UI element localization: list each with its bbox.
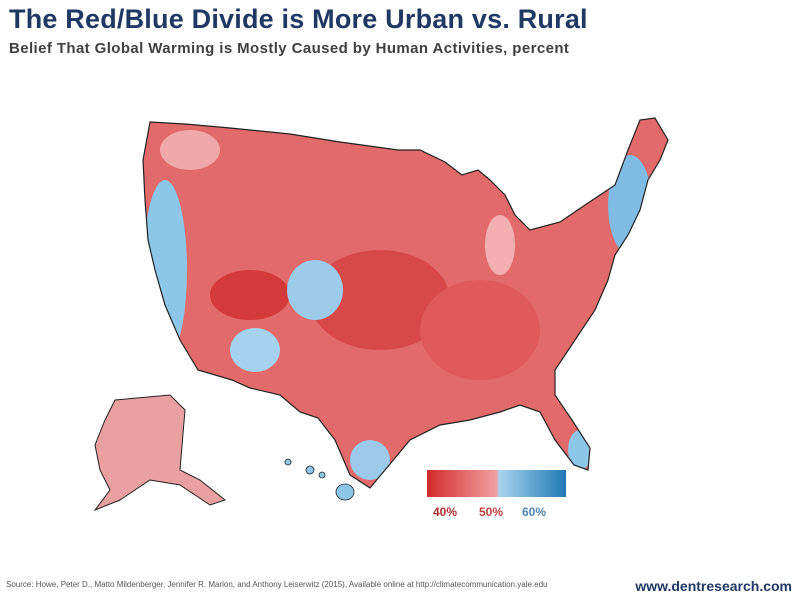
texas-border-blue	[350, 440, 390, 480]
page-title: The Red/Blue Divide is More Urban vs. Ru…	[9, 4, 588, 34]
legend-label-50: 50%	[479, 505, 504, 519]
hawaii	[284, 458, 355, 501]
arizona-blue	[230, 328, 280, 372]
site-url: www.dentresearch.com	[635, 578, 792, 594]
california-coast-blue	[143, 180, 187, 360]
legend-label-60: 60%	[522, 505, 547, 519]
contiguous-us	[142, 117, 669, 489]
source-note: Source: Howe, Peter D., Matto Mildenberg…	[6, 580, 548, 589]
legend-colorbar	[427, 470, 566, 497]
alaska	[93, 394, 227, 512]
page-subtitle: Belief That Global Warming is Mostly Cau…	[9, 40, 570, 57]
plains-region	[310, 250, 450, 350]
legend-label-40: 40%	[433, 505, 458, 519]
northeast-blue	[608, 155, 652, 255]
south-region	[420, 280, 540, 380]
midwest-light	[485, 215, 515, 275]
northwest-light	[160, 130, 220, 170]
colorado-blue	[287, 260, 343, 320]
utah-region	[210, 270, 290, 320]
